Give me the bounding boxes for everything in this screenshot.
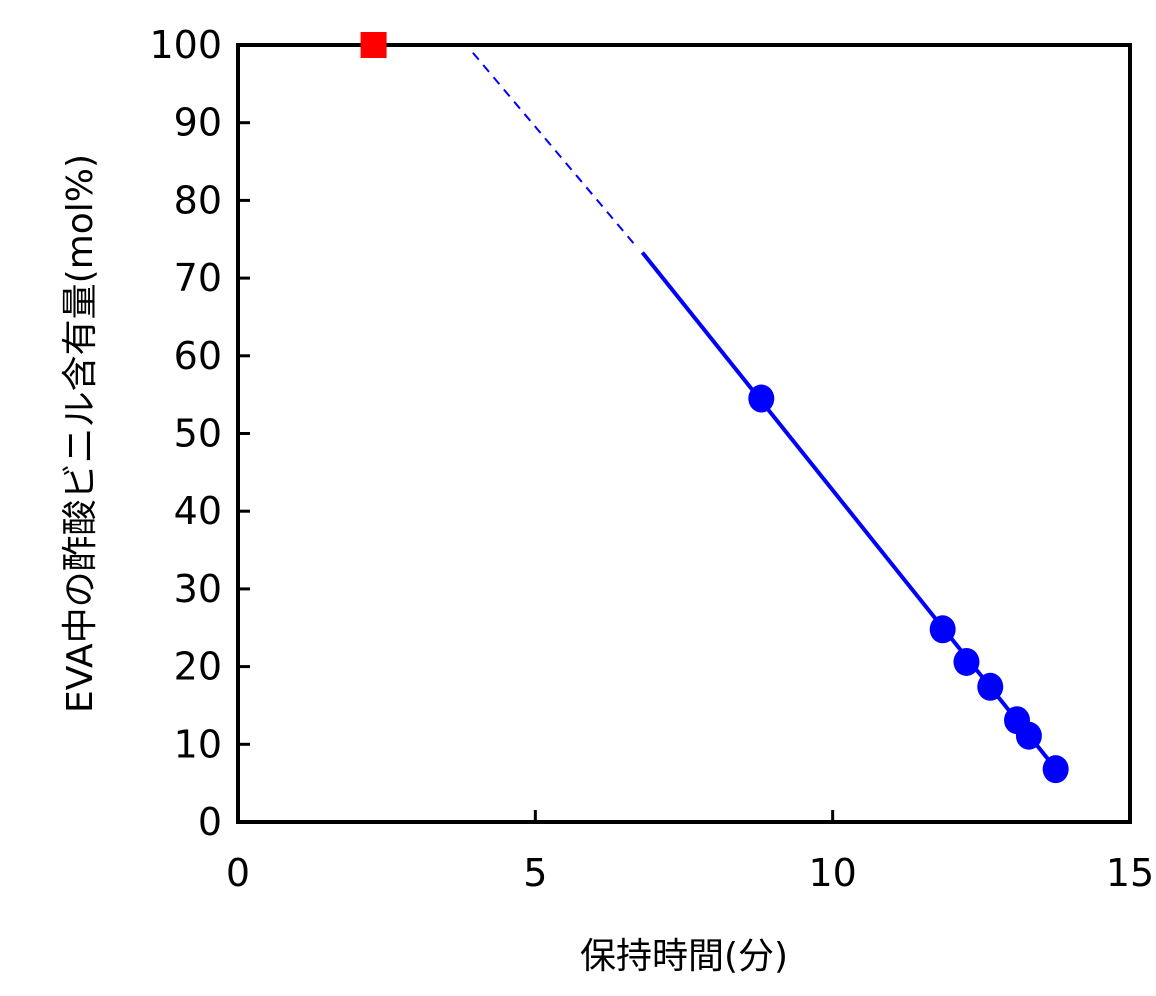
data-point-circle bbox=[977, 672, 1004, 701]
y-tick-label: 100 bbox=[149, 23, 222, 67]
y-tick-label: 60 bbox=[174, 334, 222, 378]
ticks-layer: 0 10 20 30 40 50 60 70 80 90 100 0 5 10 15 bbox=[149, 23, 1154, 895]
fit-line-solid bbox=[640, 251, 1064, 778]
x-tick-label: 0 bbox=[226, 851, 250, 895]
data-point-circle bbox=[1015, 721, 1042, 750]
data-point-circle bbox=[953, 647, 980, 676]
data-point-circle bbox=[929, 615, 956, 644]
y-tick-label: 40 bbox=[174, 489, 222, 533]
data-point-circle bbox=[1042, 755, 1069, 784]
y-tick-label: 90 bbox=[174, 101, 222, 145]
y-tick-label: 0 bbox=[198, 800, 222, 844]
y-tick-label: 20 bbox=[174, 645, 222, 689]
data-points-layer bbox=[360, 32, 1069, 784]
plot-area-frame bbox=[236, 43, 1132, 824]
x-tick-label: 10 bbox=[808, 851, 856, 895]
y-axis-title: EVA中の酢酸ビニル含有量(mol%) bbox=[60, 154, 101, 713]
y-tick-label: 10 bbox=[174, 722, 222, 766]
y-tick-label: 30 bbox=[174, 567, 222, 611]
fit-line-dashed-extrapolation bbox=[472, 52, 635, 244]
data-point-square bbox=[360, 32, 387, 58]
y-tick-label: 70 bbox=[174, 256, 222, 300]
data-point-circle bbox=[748, 384, 775, 413]
y-tick-label: 80 bbox=[174, 178, 222, 222]
x-axis-title: 保持時間(分) bbox=[580, 936, 788, 977]
y-tick-label: 50 bbox=[174, 412, 222, 456]
x-tick-label: 15 bbox=[1106, 851, 1154, 895]
x-tick-label: 5 bbox=[523, 851, 547, 895]
